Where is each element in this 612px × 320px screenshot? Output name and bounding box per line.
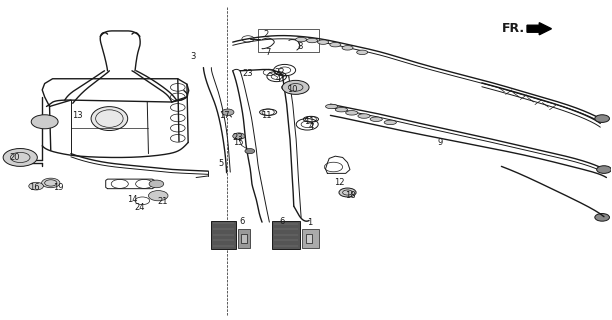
Ellipse shape — [91, 107, 128, 131]
Ellipse shape — [307, 38, 318, 43]
Text: 2: 2 — [264, 30, 269, 39]
Circle shape — [42, 178, 60, 188]
Text: 23: 23 — [233, 133, 243, 142]
Bar — [241, 234, 247, 244]
Ellipse shape — [357, 50, 368, 54]
Circle shape — [597, 166, 611, 173]
Circle shape — [339, 188, 356, 197]
Text: 19: 19 — [53, 183, 64, 192]
Text: 20: 20 — [10, 153, 20, 162]
Circle shape — [149, 191, 168, 201]
Text: 17: 17 — [220, 111, 230, 120]
Text: 24: 24 — [135, 203, 145, 212]
Ellipse shape — [296, 37, 307, 42]
Ellipse shape — [326, 104, 338, 109]
Circle shape — [245, 148, 255, 154]
Bar — [306, 234, 312, 244]
Text: 4: 4 — [276, 74, 281, 83]
Text: 4: 4 — [308, 122, 313, 131]
Ellipse shape — [330, 43, 341, 47]
Text: 16: 16 — [29, 183, 40, 192]
Circle shape — [595, 115, 610, 123]
Polygon shape — [272, 221, 300, 249]
Text: 21: 21 — [157, 197, 168, 206]
Circle shape — [595, 213, 610, 221]
Ellipse shape — [358, 114, 370, 118]
Text: 12: 12 — [334, 178, 345, 187]
Polygon shape — [302, 228, 319, 248]
Bar — [258, 29, 319, 52]
Ellipse shape — [318, 40, 329, 44]
Text: 3: 3 — [190, 52, 196, 61]
Ellipse shape — [370, 117, 382, 122]
Text: 1: 1 — [307, 218, 312, 227]
FancyArrow shape — [527, 23, 551, 35]
Text: 13: 13 — [72, 111, 83, 120]
Ellipse shape — [335, 108, 348, 112]
Text: 6: 6 — [279, 217, 284, 226]
Text: 9: 9 — [438, 138, 443, 147]
Text: 14: 14 — [127, 195, 137, 204]
Text: 11: 11 — [261, 111, 272, 120]
Text: 7: 7 — [266, 48, 271, 58]
Text: 5: 5 — [218, 159, 223, 168]
Text: 10: 10 — [287, 85, 298, 94]
Circle shape — [149, 180, 164, 188]
Text: 8: 8 — [297, 42, 302, 52]
Circle shape — [282, 80, 309, 94]
Circle shape — [3, 148, 37, 166]
Text: FR.: FR. — [501, 22, 524, 35]
Polygon shape — [211, 220, 236, 249]
Circle shape — [233, 133, 245, 139]
Text: 18: 18 — [345, 190, 356, 200]
Text: 15: 15 — [234, 138, 244, 147]
Polygon shape — [237, 228, 250, 248]
Ellipse shape — [346, 111, 358, 115]
Circle shape — [31, 115, 58, 129]
Circle shape — [222, 109, 234, 116]
Text: 6: 6 — [239, 217, 245, 226]
Ellipse shape — [384, 120, 397, 124]
Text: 11: 11 — [304, 117, 315, 126]
Circle shape — [29, 182, 43, 190]
Ellipse shape — [342, 46, 353, 50]
Text: 23: 23 — [243, 69, 253, 78]
Text: 22: 22 — [275, 68, 285, 77]
